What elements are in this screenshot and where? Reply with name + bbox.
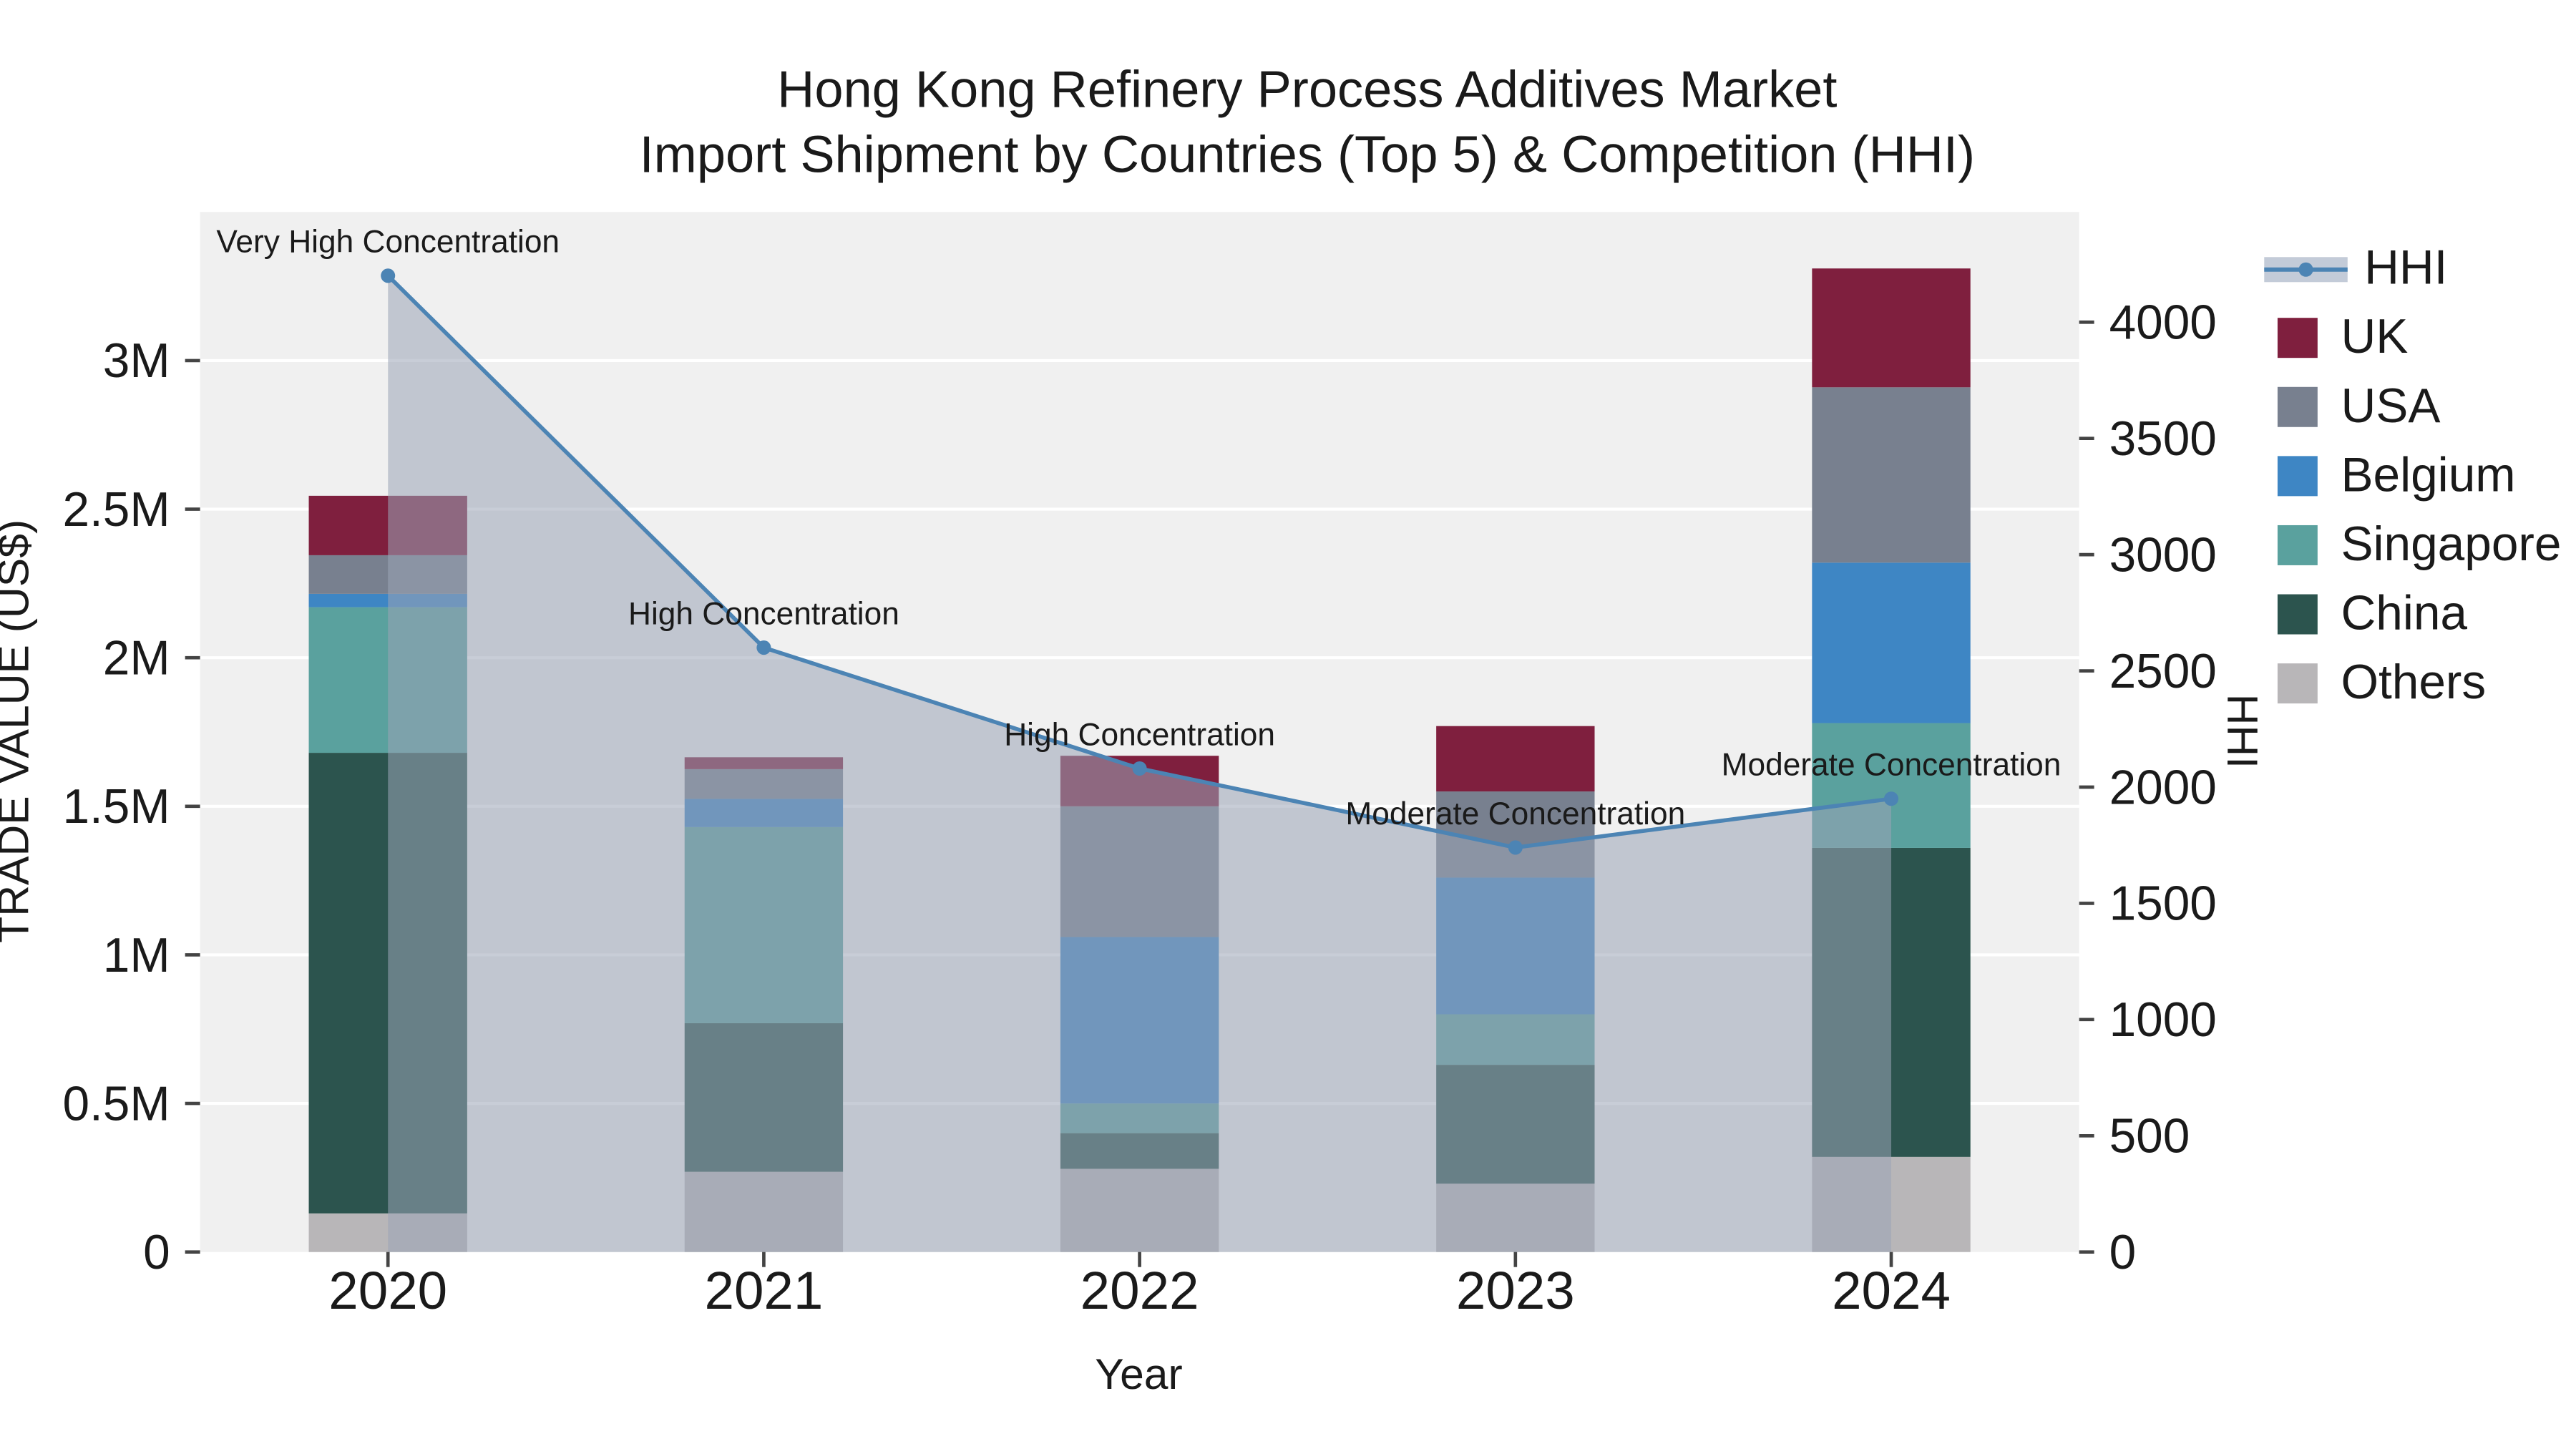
y-left-tick-label-3M: 3M bbox=[103, 334, 170, 388]
bar-segment-uk-2023 bbox=[1436, 726, 1595, 792]
hhi-marker-2023 bbox=[1508, 840, 1523, 855]
hhi-area-layer bbox=[388, 275, 1892, 1252]
hhi-area bbox=[388, 275, 1892, 1252]
x-tick-label-2021: 2021 bbox=[704, 1260, 823, 1320]
legend-label-uk: UK bbox=[2341, 310, 2408, 364]
legend-swatch-hhi-marker bbox=[2298, 262, 2313, 277]
y-left-tick-label-2.5M: 2.5M bbox=[62, 483, 170, 537]
y-right-tick-label-2000: 2000 bbox=[2109, 761, 2217, 814]
legend-label-hhi: HHI bbox=[2364, 241, 2447, 295]
y-right-tick-label-4000: 4000 bbox=[2109, 296, 2217, 350]
x-tick-label-2024: 2024 bbox=[1832, 1260, 1951, 1320]
legend-swatch-uk bbox=[2277, 318, 2318, 358]
x-axis-label: Year bbox=[1095, 1350, 1182, 1398]
y-left-axis-label: TRADE VALUE (US$) bbox=[0, 519, 38, 943]
annotation-2022: High Concentration bbox=[1004, 717, 1275, 752]
y-right-tick-label-3500: 3500 bbox=[2109, 412, 2217, 466]
legend: HHI UK USA Belgium Singapore China Others bbox=[2264, 241, 2562, 709]
y-left-tick-label-0: 0 bbox=[143, 1226, 170, 1279]
legend-swatch-singapore bbox=[2277, 525, 2318, 565]
x-tick-label-2023: 2023 bbox=[1456, 1260, 1575, 1320]
legend-swatch-usa bbox=[2277, 386, 2318, 427]
annotation-2023: Moderate Concentration bbox=[1345, 796, 1685, 831]
y-right-axis-label: HHI bbox=[2218, 694, 2267, 769]
x-tick-label-2020: 2020 bbox=[328, 1260, 447, 1320]
y-right-tick-label-0: 0 bbox=[2109, 1226, 2137, 1279]
chart-title-line2: Import Shipment by Countries (Top 5) & C… bbox=[640, 126, 1975, 183]
legend-label-singapore: Singapore bbox=[2341, 517, 2561, 571]
x-tick-label-2022: 2022 bbox=[1080, 1260, 1199, 1320]
annotation-2021: High Concentration bbox=[628, 596, 899, 631]
y-right-tick-label-1500: 1500 bbox=[2109, 877, 2217, 931]
y-left-tick-label-1.5M: 1.5M bbox=[62, 780, 170, 834]
bar-segment-usa-2024 bbox=[1812, 387, 1971, 563]
legend-label-belgium: Belgium bbox=[2341, 448, 2515, 502]
bar-segment-belgium-2024 bbox=[1812, 562, 1971, 723]
legend-label-usa: USA bbox=[2341, 379, 2440, 433]
hhi-marker-2024 bbox=[1884, 791, 1899, 806]
y-right-tick-label-500: 500 bbox=[2109, 1110, 2190, 1163]
legend-swatch-china bbox=[2277, 594, 2318, 635]
hhi-marker-2021 bbox=[756, 640, 771, 655]
legend-swatch-belgium bbox=[2277, 456, 2318, 497]
axes-layer: 0 0.5M 1M 1.5M 2M 2.5M 3M 0 500 1000 1500 2000 2500 3… bbox=[62, 296, 2216, 1320]
hhi-marker-2020 bbox=[381, 268, 396, 283]
y-left-tick-label-1M: 1M bbox=[103, 929, 170, 982]
legend-label-china: China bbox=[2341, 586, 2467, 640]
bar-segment-uk-2024 bbox=[1812, 268, 1971, 388]
legend-swatch-others bbox=[2277, 663, 2318, 704]
annotation-2020: Very High Concentration bbox=[216, 225, 560, 260]
annotations-layer: Very High Concentration High Concentratio… bbox=[216, 225, 2061, 831]
y-left-tick-label-0.5M: 0.5M bbox=[62, 1077, 170, 1131]
y-right-tick-label-2500: 2500 bbox=[2109, 645, 2217, 698]
annotation-2024: Moderate Concentration bbox=[1722, 748, 2062, 783]
legend-label-others: Others bbox=[2341, 655, 2486, 709]
hhi-line-layer bbox=[381, 268, 1899, 855]
y-left-tick-label-2M: 2M bbox=[103, 631, 170, 685]
hhi-marker-2022 bbox=[1132, 761, 1147, 776]
chart-title-line1: Hong Kong Refinery Process Additives Mar… bbox=[777, 61, 1837, 118]
y-right-tick-label-3000: 3000 bbox=[2109, 528, 2217, 582]
y-right-tick-label-1000: 1000 bbox=[2109, 993, 2217, 1047]
